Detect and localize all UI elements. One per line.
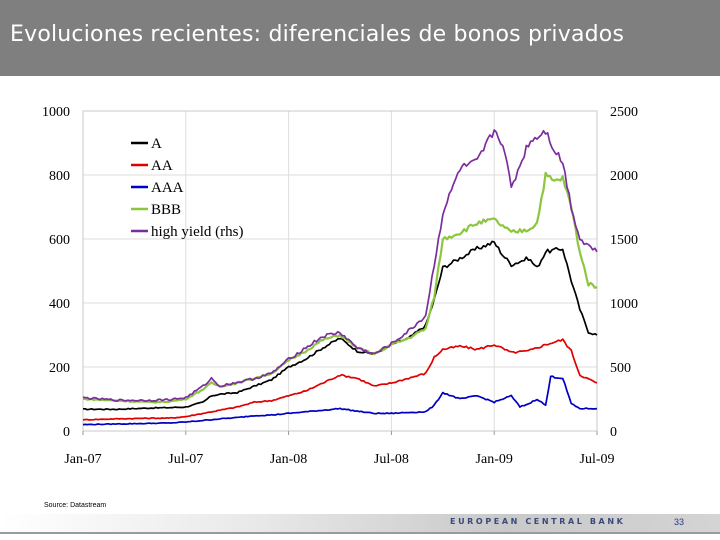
x-axis: Jan-07 Jul-07 Jan-08 Jul-08 Jan-09 Jul-09 xyxy=(64,431,615,467)
y-tick-label-left: 200 xyxy=(49,361,70,376)
y-tick-label-right: 1000 xyxy=(610,297,638,312)
series-line-a xyxy=(83,240,598,411)
series-line-aa xyxy=(82,338,598,421)
x-tick-label: Jan-09 xyxy=(476,452,513,467)
x-tick-label: Jul-09 xyxy=(580,452,615,467)
chart-series-group xyxy=(82,129,598,426)
title-bar xyxy=(0,0,720,76)
y-tick-label-left: 1000 xyxy=(42,105,70,120)
legend-label: AA xyxy=(151,158,173,174)
footer-strip xyxy=(0,514,720,532)
legend-label: BBB xyxy=(151,202,181,218)
legend-label: A xyxy=(151,136,162,152)
y-tick-label-right: 500 xyxy=(610,361,631,376)
series-line-aaa xyxy=(82,375,598,426)
plot-area-border xyxy=(82,110,598,432)
source-note: Source: Datastream xyxy=(44,502,107,509)
series-line-bbb xyxy=(83,171,598,404)
y-tick-label-left: 600 xyxy=(49,233,70,248)
slide-title: Evoluciones recientes: diferenciales de … xyxy=(10,22,625,47)
y-tick-label-right: 2000 xyxy=(610,169,638,184)
x-tick-label: Jan-08 xyxy=(270,452,307,467)
y-tick-label-left: 400 xyxy=(49,297,70,312)
left-axis: 0 200 400 600 800 1000 xyxy=(42,105,70,440)
y-tick-label-left: 0 xyxy=(63,425,70,440)
x-tick-label: Jul-08 xyxy=(374,452,409,467)
y-tick-label-right: 2500 xyxy=(610,105,638,120)
y-tick-label-left: 800 xyxy=(49,169,70,184)
line-chart: 0 200 400 600 800 1000 0 500 1000 1500 2000 2500 J… xyxy=(42,105,638,467)
y-tick-label-right: 0 xyxy=(610,425,617,440)
legend-label: AAA xyxy=(151,180,184,196)
right-axis: 0 500 1000 1500 2000 2500 xyxy=(610,105,638,440)
page-number: 33 xyxy=(674,517,685,527)
y-tick-label-right: 1500 xyxy=(610,233,638,248)
series-line-high-yield-rhs- xyxy=(82,129,598,402)
x-tick-label: Jul-07 xyxy=(168,452,203,467)
footer-bank-name: EUROPEAN CENTRAL BANK xyxy=(450,517,626,526)
x-tick-label: Jan-07 xyxy=(64,452,101,467)
legend-label: high yield (rhs) xyxy=(151,224,243,240)
footer-line xyxy=(0,532,720,534)
